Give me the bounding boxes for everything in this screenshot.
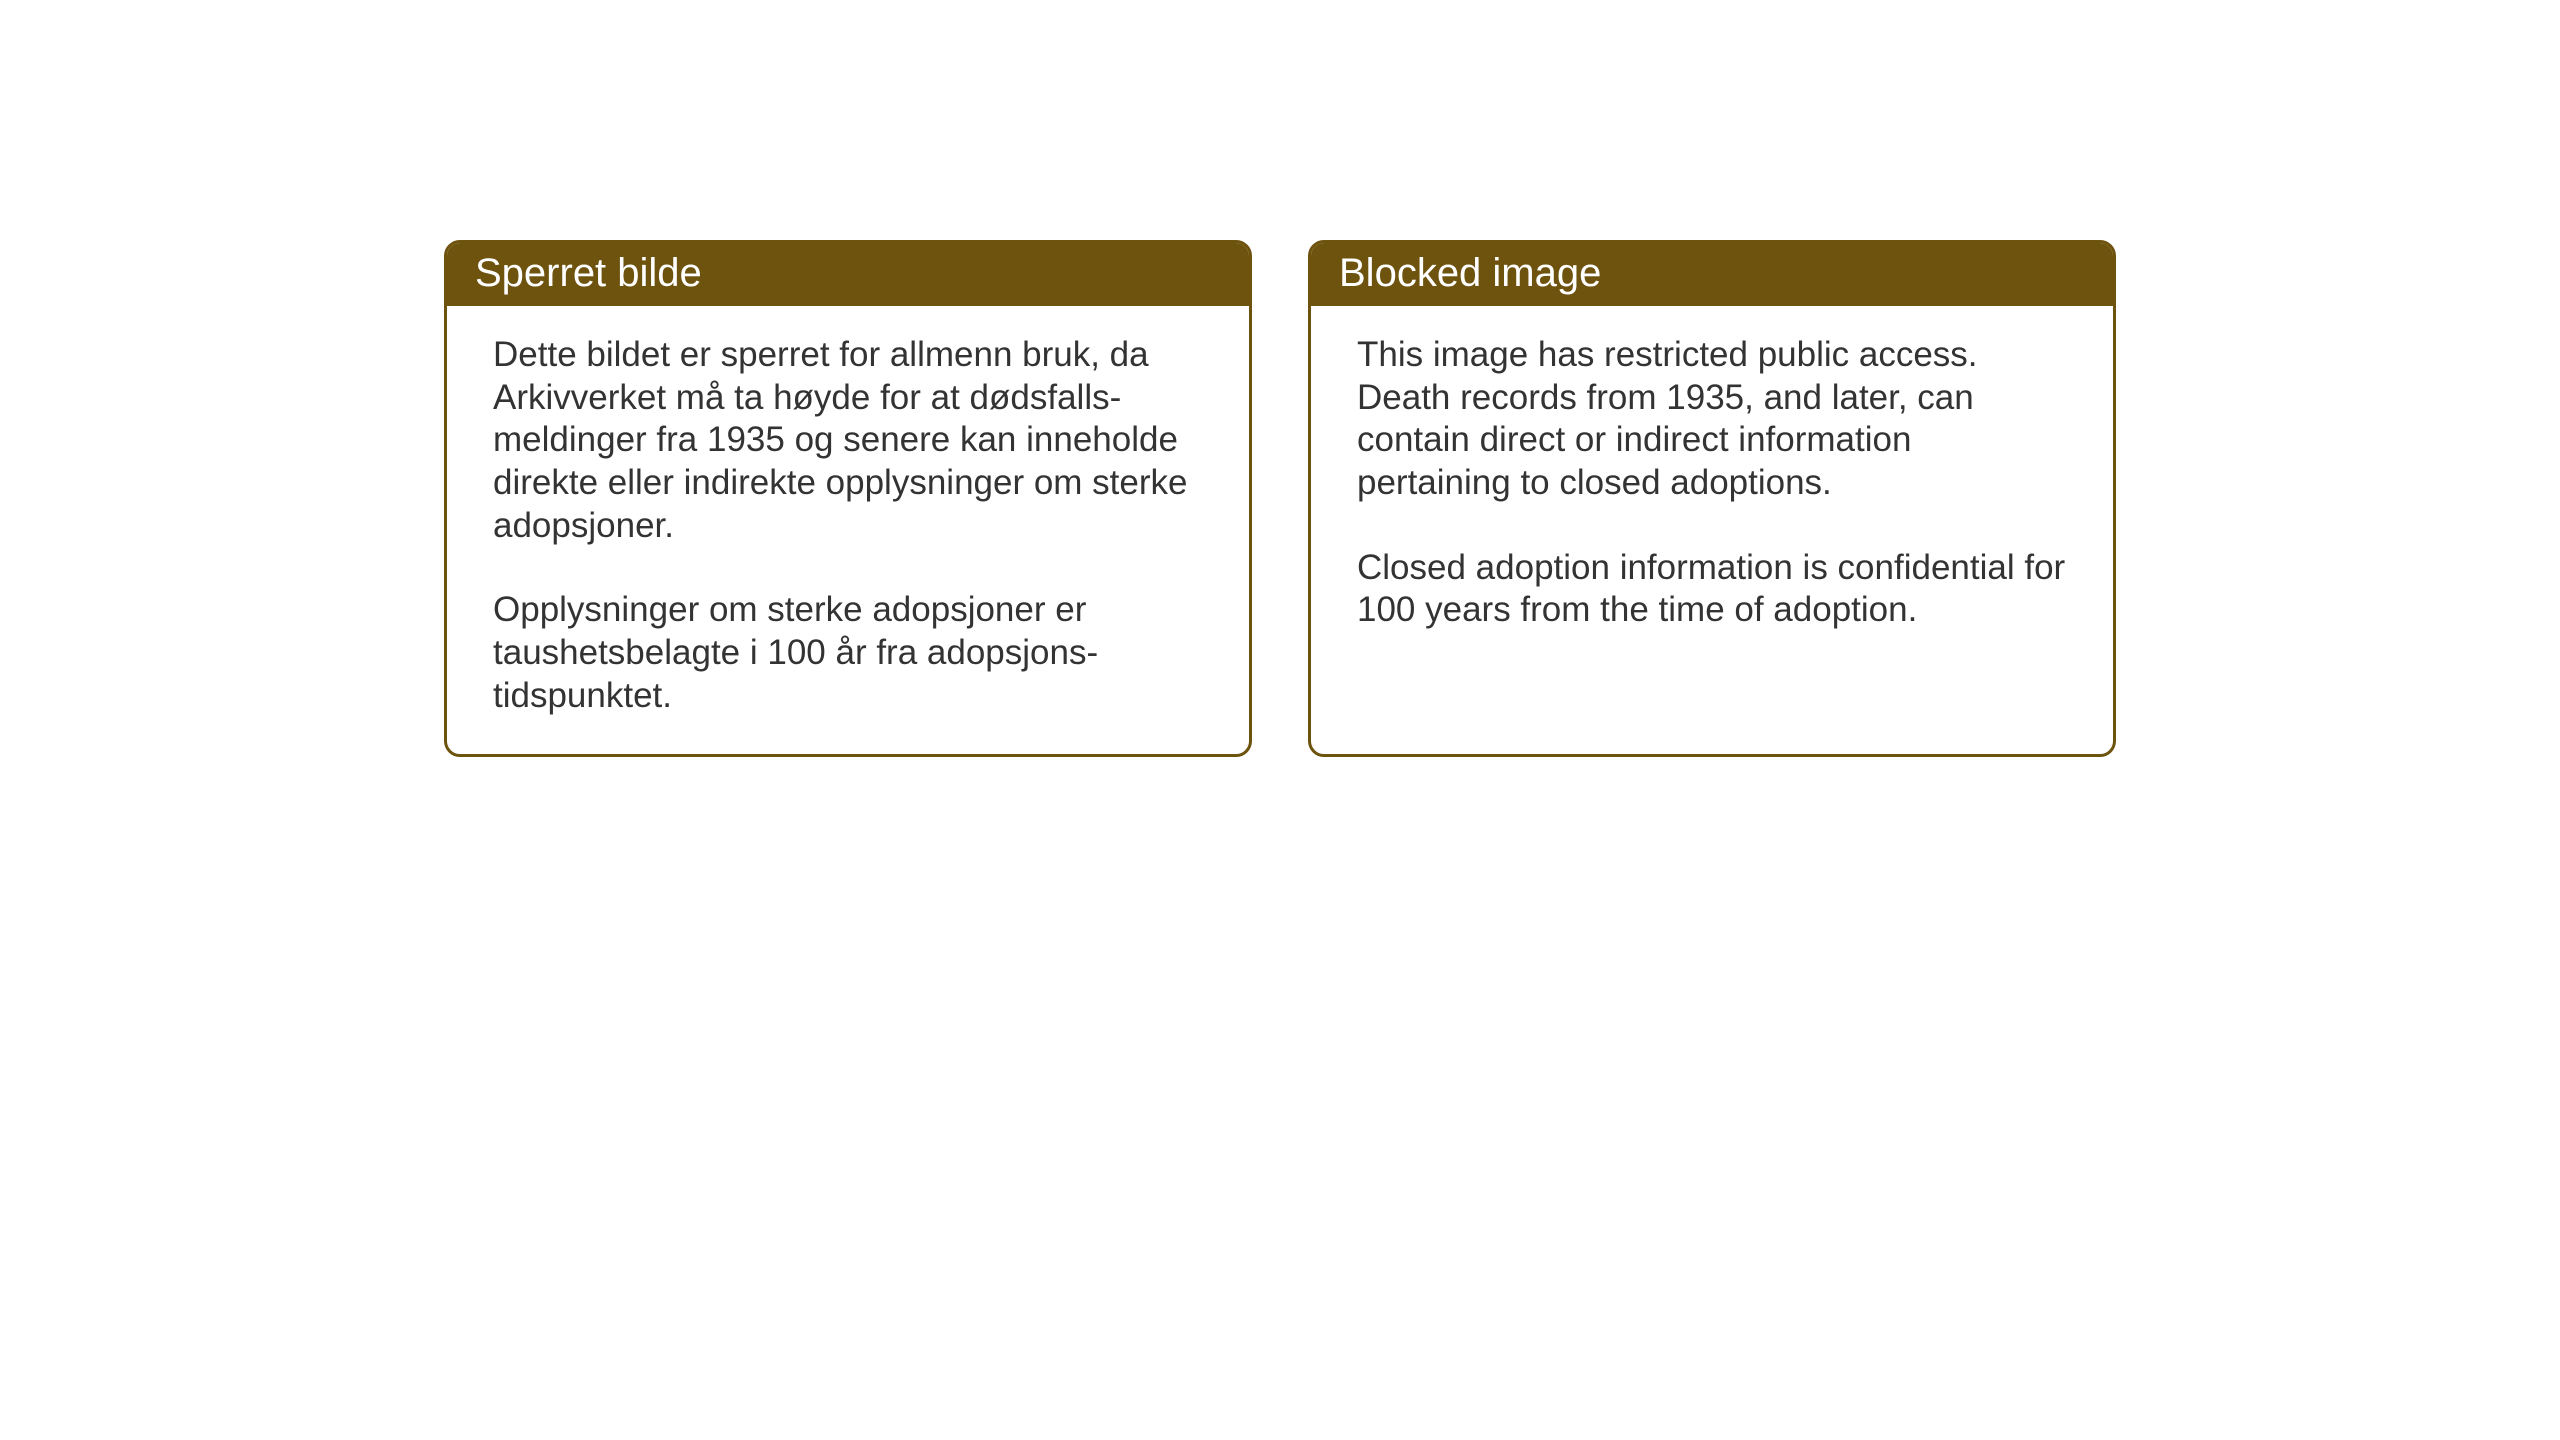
english-paragraph-2: Closed adoption information is confident… xyxy=(1357,547,2067,632)
norwegian-card-body: Dette bildet er sperret for allmenn bruk… xyxy=(447,306,1249,754)
norwegian-paragraph-1: Dette bildet er sperret for allmenn bruk… xyxy=(493,334,1203,547)
norwegian-notice-card: Sperret bilde Dette bildet er sperret fo… xyxy=(444,240,1252,757)
norwegian-card-title: Sperret bilde xyxy=(447,243,1249,306)
english-card-title: Blocked image xyxy=(1311,243,2113,306)
english-paragraph-1: This image has restricted public access.… xyxy=(1357,334,2067,505)
english-notice-card: Blocked image This image has restricted … xyxy=(1308,240,2116,757)
norwegian-paragraph-2: Opplysninger om sterke adopsjoner er tau… xyxy=(493,589,1203,717)
notice-container: Sperret bilde Dette bildet er sperret fo… xyxy=(444,240,2116,757)
english-card-body: This image has restricted public access.… xyxy=(1311,306,2113,668)
